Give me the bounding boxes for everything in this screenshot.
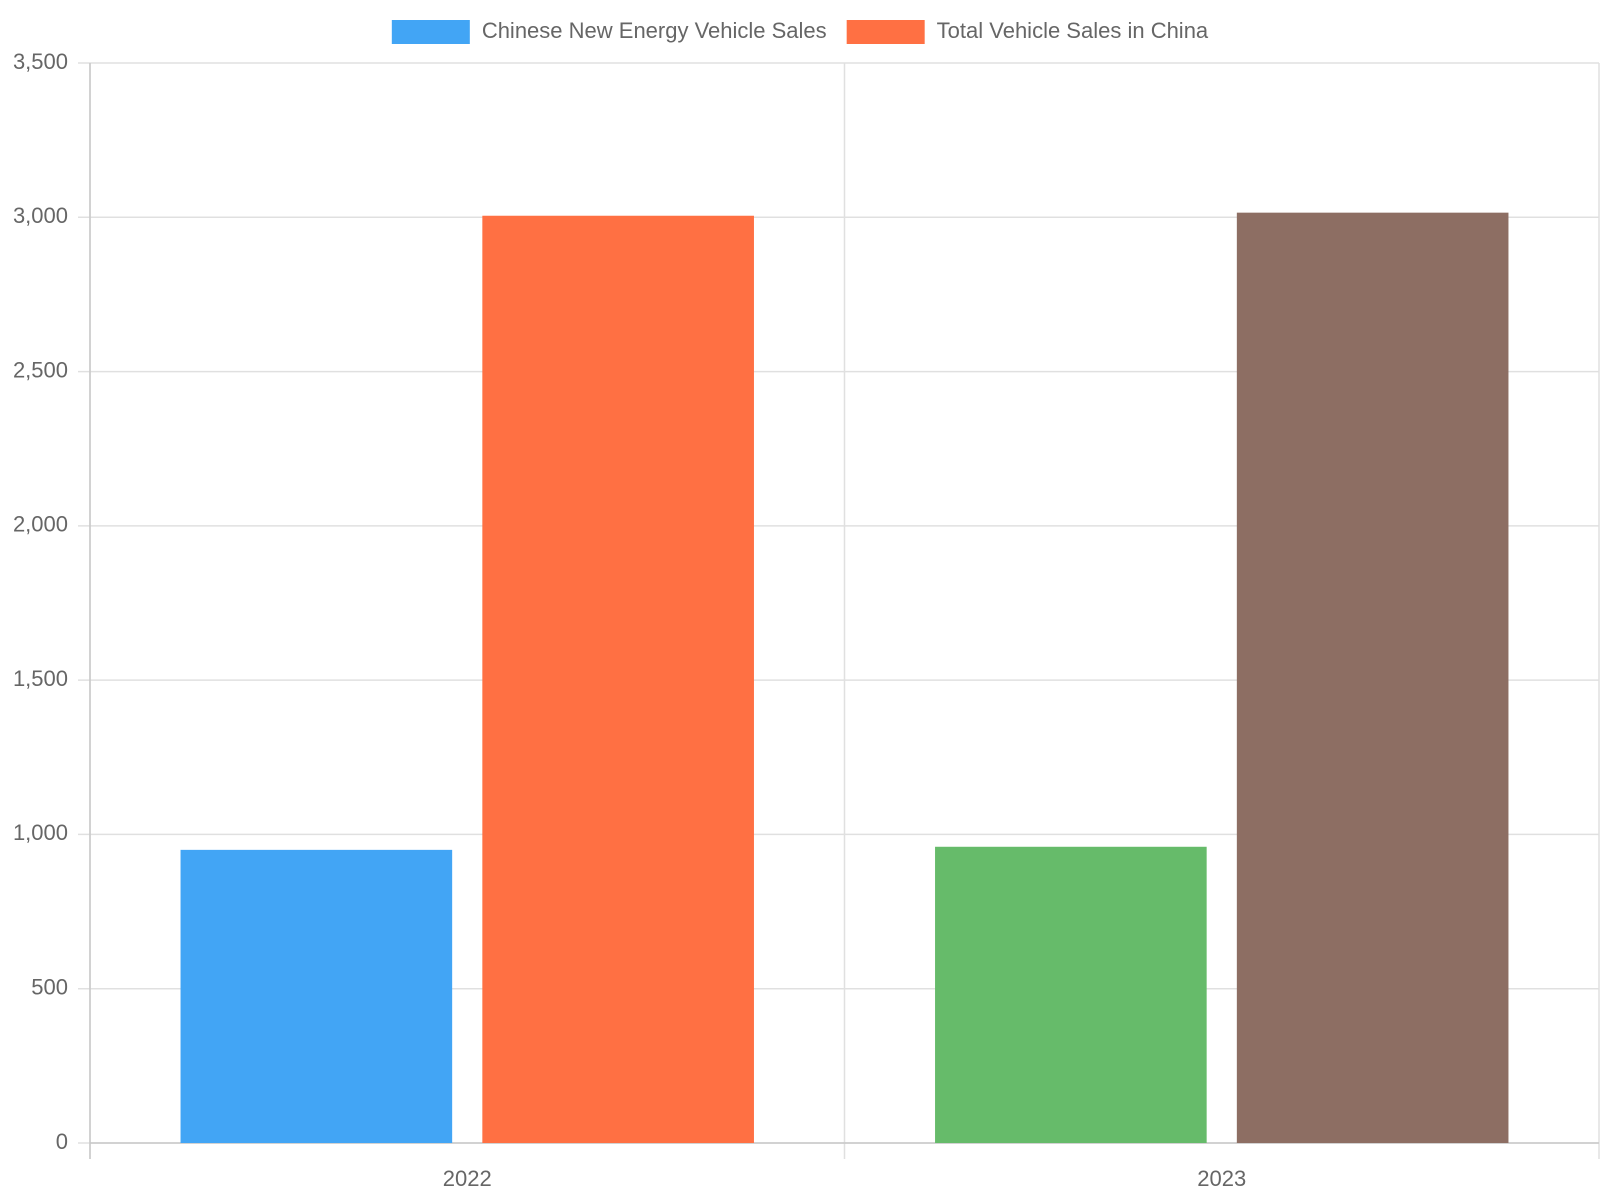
legend-label: Total Vehicle Sales in China [937,18,1209,43]
bar [482,215,754,1143]
y-tick-label: 0 [56,1129,68,1154]
y-tick-label: 3,500 [13,49,68,74]
legend-label: Chinese New Energy Vehicle Sales [482,18,827,43]
x-tick-label: 2022 [443,1166,492,1191]
y-tick-label: 2,000 [13,512,68,537]
bar [180,849,453,1143]
legend-swatch [391,20,470,44]
y-tick-label: 2,500 [13,357,68,382]
y-tick-label: 3,000 [13,203,68,228]
legend-swatch [846,20,925,44]
x-tick-label: 2023 [1197,1166,1246,1191]
y-tick-label: 1,000 [13,820,68,845]
bar [935,846,1207,1143]
bar [1236,212,1509,1143]
y-tick-label: 500 [31,975,68,1000]
y-tick-label: 1,500 [13,666,68,691]
